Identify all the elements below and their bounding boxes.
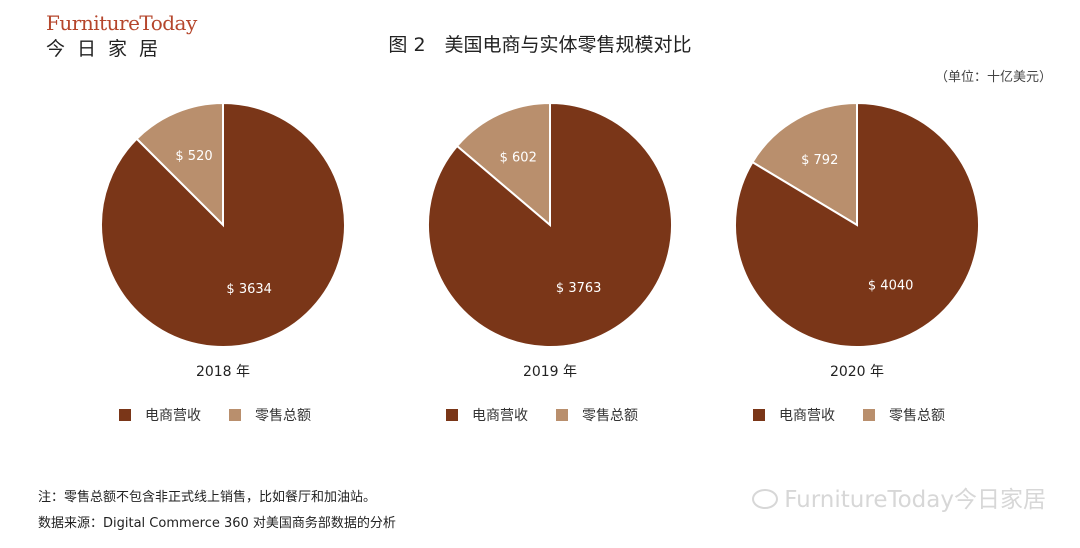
pie-slice-ecommerce [100,101,346,348]
legend-label: 零售总额 [255,408,311,424]
pie-year-label: 2020 年 [829,364,885,380]
pie-legend: 电商营收 零售总额 [717,405,997,425]
footnote: 注：零售总额不包含非正式线上销售，比如餐厅和加油站。 [38,490,377,505]
logo-english: FurnitureToday [46,11,197,35]
unit-label: （单位：十亿美元） [934,70,1052,85]
legend-item-ecommerce: 电商营收 [446,405,528,425]
pie-svg: $ 792 $ 4040 [734,101,980,348]
legend-label: 电商营收 [472,408,528,424]
brand-logo: FurnitureToday 今日家居 [46,10,197,62]
pie-legend: 电商营收 零售总额 [410,405,690,425]
pie-value-label-ecommerce: $ 4040 [868,278,914,293]
pie-value-label-retail: $ 602 [500,150,537,165]
logo-chinese: 今日家居 [46,38,171,60]
pie-slice-retail [135,101,224,228]
legend-label: 零售总额 [889,408,945,424]
pie-value-label-ecommerce: $ 3763 [556,281,602,296]
figure-title: 图 2 美国电商与实体零售规模对比 [388,34,692,56]
legend-item-retail: 零售总额 [863,405,945,425]
pie-value-label-retail: $ 792 [801,153,838,168]
wechat-icon [752,489,779,509]
watermark: FurnitureToday今日家居 [752,480,1046,514]
pie-year-label: 2018 年 [195,364,251,380]
pie-slice-retail [751,101,858,227]
legend-label: 零售总额 [582,408,638,424]
legend-item-retail: 零售总额 [229,405,311,425]
pie-svg: $ 602 $ 3763 [427,101,673,348]
legend-swatch-retail [863,409,875,421]
legend-label: 电商营收 [779,408,835,424]
pie-year-label: 2019 年 [522,364,578,380]
pie-value-label-ecommerce: $ 3634 [226,282,272,297]
pie-slice-retail [455,101,551,228]
legend-item-ecommerce: 电商营收 [753,405,835,425]
pie-chart-2018: $ 520 $ 3634 2018 年 电商营收 零售总额 [83,95,363,445]
data-source: 数据来源：Digital Commerce 360 对美国商务部数据的分析 [38,516,396,531]
pie-slice-ecommerce [427,101,673,348]
legend-swatch-ecommerce [446,409,458,421]
watermark-text: FurnitureToday今日家居 [784,487,1046,513]
pie-value-label-retail: $ 520 [175,149,212,164]
legend-swatch-ecommerce [119,409,131,421]
legend-item-retail: 零售总额 [556,405,638,425]
legend-swatch-ecommerce [753,409,765,421]
pie-chart-2020: $ 792 $ 4040 2020 年 电商营收 零售总额 [717,95,997,445]
legend-label: 电商营收 [145,408,201,424]
pie-legend: 电商营收 零售总额 [83,405,363,425]
pie-slice-ecommerce [734,101,980,348]
pie-chart-2019: $ 602 $ 3763 2019 年 电商营收 零售总额 [410,95,690,445]
legend-swatch-retail [556,409,568,421]
legend-item-ecommerce: 电商营收 [119,405,201,425]
pie-svg: $ 520 $ 3634 [100,101,346,348]
legend-swatch-retail [229,409,241,421]
